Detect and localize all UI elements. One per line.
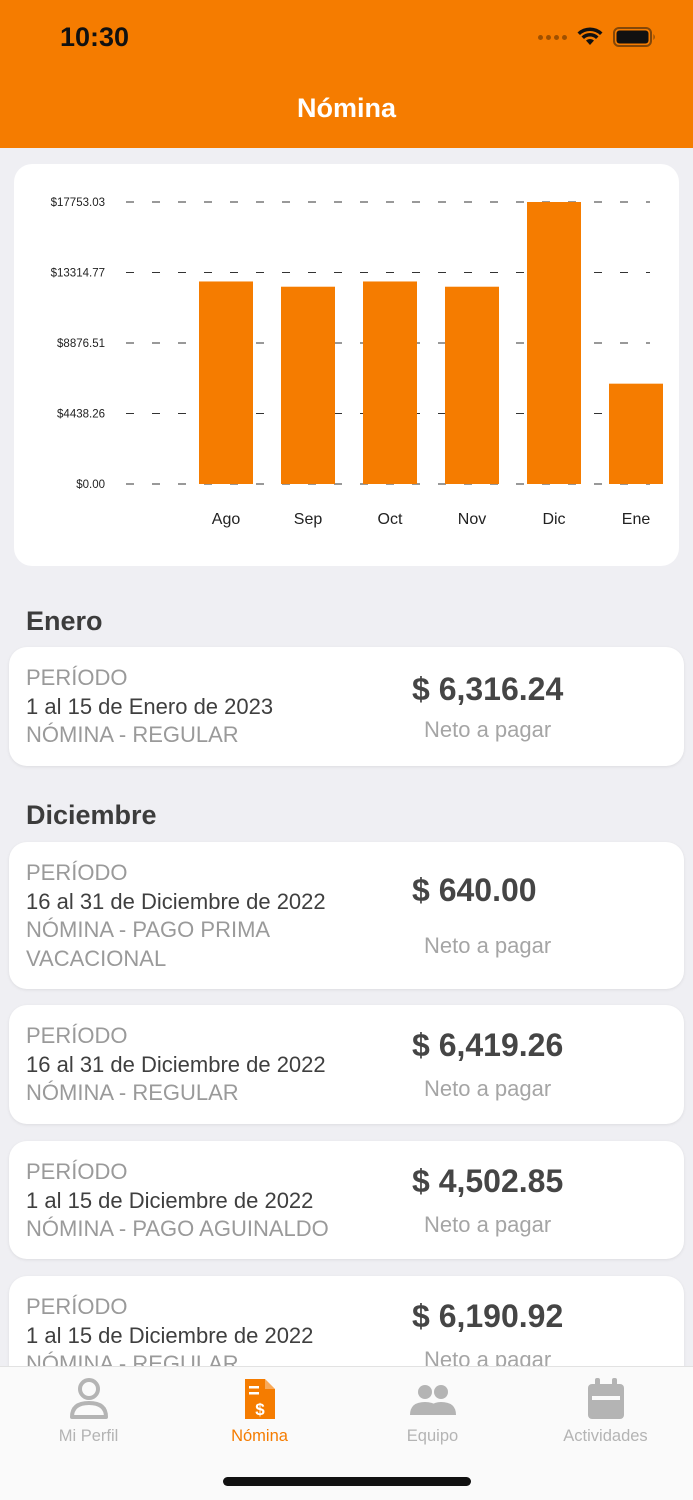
payroll-type-continued: VACACIONAL [26, 945, 167, 971]
tab-label: Equipo [406, 1427, 459, 1445]
group-icon [409, 1385, 456, 1415]
x-tick-label: Ene [622, 511, 651, 528]
x-tick-label: Ago [212, 511, 241, 528]
x-tick-label: Nov [458, 511, 486, 528]
tab-label: Mi Perfil [58, 1427, 119, 1445]
payroll-card[interactable]: PERÍODO 16 al 31 de Diciembre de 2022 NÓ… [9, 1005, 684, 1124]
payroll-bar-chart: $0.00 $4438.26 $8876.51 $13314.77 $17753.03 A… [51, 197, 663, 528]
x-tick-label: Dic [542, 511, 565, 528]
net-label: Neto a pagar [424, 933, 552, 958]
period-label: PERÍODO [26, 1159, 128, 1184]
payroll-type: NÓMINA - PAGO AGUINALDO [26, 1216, 329, 1241]
period-text: 16 al 31 de Diciembre de 2022 [26, 888, 326, 914]
signal-icon [538, 34, 567, 40]
battery-icon [613, 27, 655, 47]
dollar-document-icon: $ [244, 1379, 275, 1419]
payroll-type: NÓMINA - REGULAR [26, 722, 239, 747]
payroll-card[interactable]: PERÍODO 16 al 31 de Diciembre de 2022 NÓ… [9, 842, 684, 989]
y-tick-label: $17753.03 [51, 197, 105, 209]
net-amount: $ 6,316.24 [412, 671, 564, 707]
wifi-icon [577, 27, 603, 45]
bar-dic[interactable] [527, 202, 581, 484]
period-text: 1 al 15 de Diciembre de 2022 [26, 1187, 314, 1213]
bar-oct[interactable] [363, 281, 417, 484]
payroll-info: PERÍODO 16 al 31 de Diciembre de 2022 NÓ… [26, 859, 386, 973]
tab-mi-perfil[interactable]: Mi Perfil [2, 1377, 175, 1457]
section-title-enero: Enero [26, 606, 103, 636]
period-label: PERÍODO [26, 665, 128, 690]
bar-sep[interactable] [281, 286, 335, 484]
period-text: 1 al 15 de Diciembre de 2022 [26, 1322, 314, 1348]
nav-header: 10:30 Nómina [0, 0, 693, 148]
x-tick-label: Oct [378, 511, 403, 528]
status-icons [538, 26, 657, 48]
net-amount: $ 640.00 [412, 872, 537, 908]
tab-label: Actividades [563, 1427, 648, 1445]
period-label: PERÍODO [26, 860, 128, 885]
bar-nov[interactable] [445, 286, 499, 484]
chart-card: $0.00 $4438.26 $8876.51 $13314.77 $17753.03 A… [14, 164, 679, 566]
period-label: PERÍODO [26, 1294, 128, 1319]
payroll-type: NÓMINA - PAGO PRIMA [26, 917, 271, 942]
net-amount: $ 6,419.26 [412, 1027, 564, 1063]
status-time: 10:30 [60, 22, 130, 52]
net-label: Neto a pagar [424, 1076, 552, 1101]
payroll-card[interactable]: PERÍODO 1 al 15 de Diciembre de 2022 NÓM… [9, 1141, 684, 1259]
bar-ago[interactable] [199, 281, 253, 484]
y-tick-label: $8876.51 [57, 338, 105, 350]
tab-equipo[interactable]: Equipo [346, 1377, 519, 1457]
net-label: Neto a pagar [424, 717, 552, 742]
payroll-info: PERÍODO 16 al 31 de Diciembre de 2022 NÓ… [26, 1022, 386, 1108]
period-text: 16 al 31 de Diciembre de 2022 [26, 1051, 326, 1077]
tab-actividades[interactable]: Actividades [519, 1377, 692, 1457]
calendar-icon [587, 1378, 624, 1419]
payroll-type: NÓMINA - REGULAR [26, 1080, 239, 1105]
y-tick-label: $13314.77 [51, 268, 105, 280]
net-label: Neto a pagar [424, 1212, 552, 1237]
y-tick-label: $0.00 [76, 479, 105, 491]
payroll-info: PERÍODO 1 al 15 de Diciembre de 2022 NÓM… [26, 1158, 386, 1244]
x-tick-label: Sep [294, 511, 323, 528]
payroll-info: PERÍODO 1 al 15 de Enero de 2023 NÓMINA … [26, 664, 386, 750]
bar-ene[interactable] [609, 383, 663, 484]
period-text: 1 al 15 de Enero de 2023 [26, 693, 274, 719]
y-tick-label: $4438.26 [57, 408, 105, 420]
home-indicator [223, 1477, 471, 1486]
svg-text:$: $ [255, 1400, 265, 1419]
period-label: PERÍODO [26, 1023, 128, 1048]
person-icon [69, 1378, 108, 1419]
net-amount: $ 4,502.85 [412, 1163, 564, 1199]
section-title-diciembre: Diciembre [26, 800, 157, 830]
tab-label: Nómina [231, 1427, 288, 1445]
net-amount: $ 6,190.92 [412, 1298, 564, 1334]
payroll-card[interactable]: PERÍODO 1 al 15 de Enero de 2023 NÓMINA … [9, 647, 684, 766]
page-title: Nómina [296, 93, 396, 123]
tab-nomina[interactable]: $ Nómina [173, 1377, 346, 1457]
